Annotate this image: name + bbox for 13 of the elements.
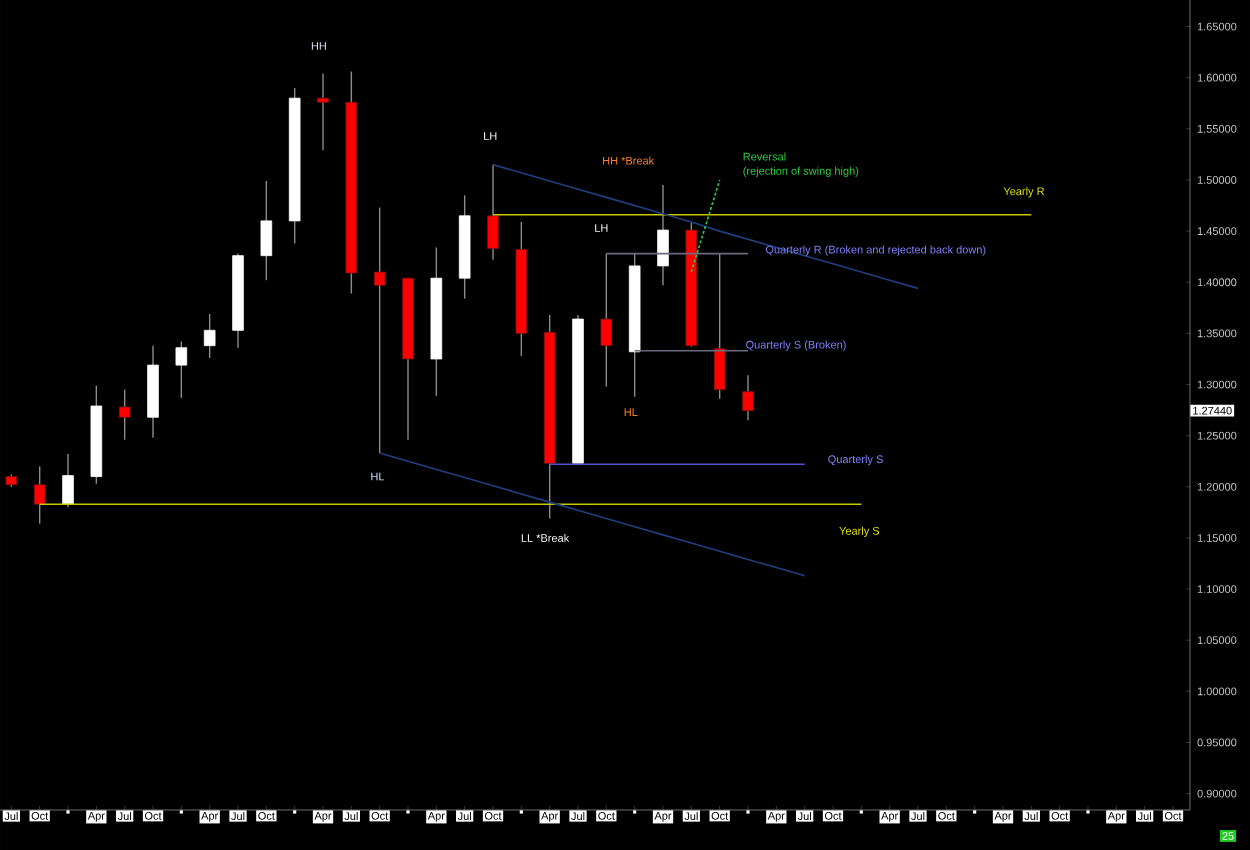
- candlestick: [260, 180, 273, 281]
- candlestick: [118, 388, 131, 441]
- candlestick: [373, 206, 386, 454]
- candlestick: [713, 252, 726, 400]
- candlestick: [62, 453, 74, 508]
- candlestick: [657, 184, 669, 287]
- candlestick: [317, 72, 329, 152]
- candlestick: [742, 374, 754, 422]
- candlestick: [487, 163, 499, 261]
- candlestick: [203, 313, 216, 359]
- candlestick: [175, 340, 188, 399]
- candlestick: [600, 252, 613, 388]
- candlestick: [33, 465, 46, 525]
